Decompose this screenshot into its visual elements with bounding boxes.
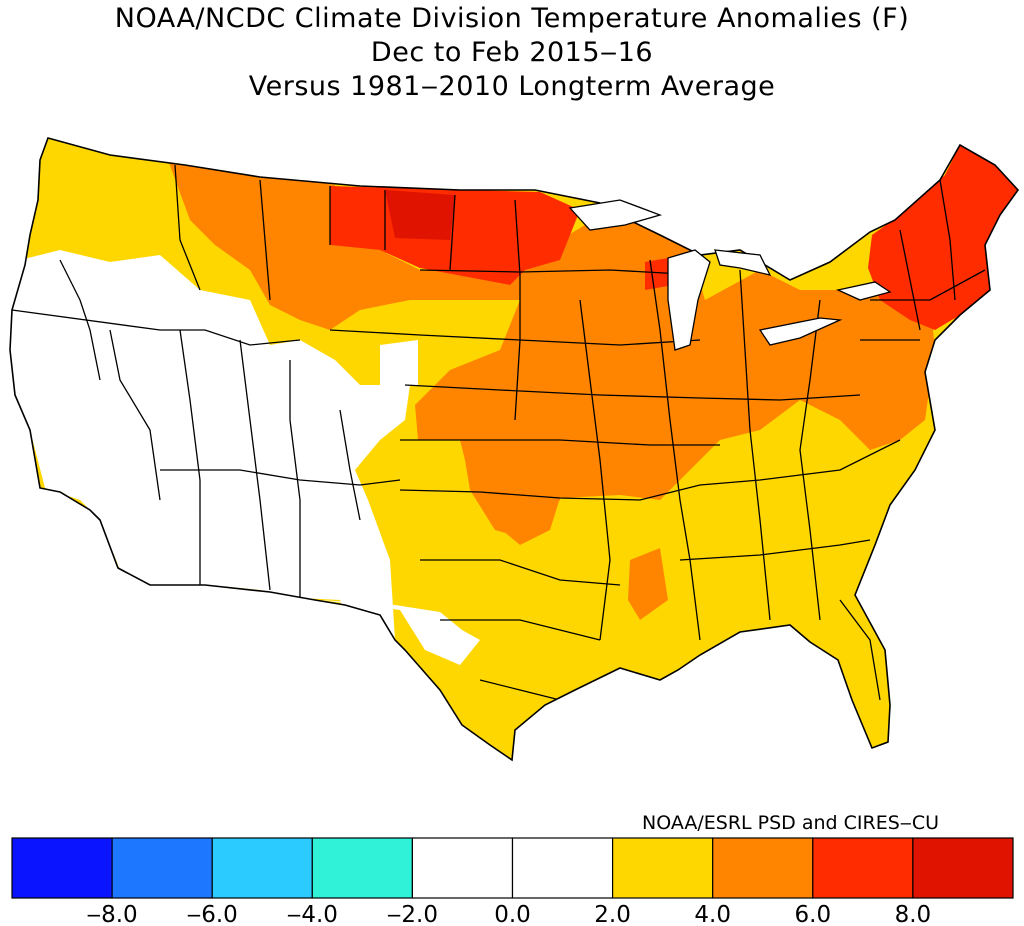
region-kansas-oklahoma-orange [460,430,560,540]
legend-box-7 [712,837,814,899]
us-climate-division-map [9,137,1020,762]
title-line-2: Dec to Feb 2015‒16 [370,37,654,68]
division-boundaries [11,164,986,701]
color-scale-legend: ‒8.0 ‒6.0 ‒4.0 ‒2.0 0.0 2.0 4.0 6.0 8.0 [11,837,1014,926]
lake-huron-north [714,249,772,276]
title-block: NOAA/NCDC Climate Division Temperature A… [0,2,1024,104]
region-north-midwest-orange [168,160,935,545]
lake-erie [758,317,843,346]
title-line-1: NOAA/NCDC Climate Division Temperature A… [114,3,910,34]
region-new-england-red [868,145,1018,330]
legend-tick-label: ‒6.0 [187,902,238,926]
legend-boxes [11,837,1014,899]
legend-tick-label: 8.0 [895,902,932,926]
region-north-dakota-deep-red [385,190,455,240]
region-wyoming-pocket [380,340,418,388]
legend-box-3 [311,837,413,899]
legend-box-2 [211,837,313,899]
legend-tick-label: 4.0 [694,902,731,926]
legend-box-9 [912,837,1014,899]
legend-box-6 [611,837,714,899]
legend-tick-label: 0.0 [494,902,531,926]
region-great-basin-southwest [10,250,410,640]
legend-tick-labels: ‒8.0 ‒6.0 ‒4.0 ‒2.0 0.0 2.0 4.0 6.0 8.0 [86,902,931,926]
lake-superior [568,199,663,231]
legend-tick-label: ‒2.0 [387,902,438,926]
region-mississippi-orange [628,548,668,620]
legend-tick-label: ‒8.0 [86,902,137,926]
legend-tick-label: 6.0 [795,902,832,926]
legend-box-4 [411,837,514,899]
legend-box-0 [11,837,113,899]
legend-box-5 [511,837,614,899]
legend-box-1 [111,837,213,899]
legend-tick-label: 2.0 [594,902,631,926]
legend-box-8 [812,837,914,899]
region-wisconsin-red [645,258,668,290]
title-line-3: Versus 1981‒2010 Longterm Average [248,71,776,102]
lake-ontario [835,281,892,301]
legend-tick-label: ‒4.0 [287,902,338,926]
region-west-texas [320,600,480,665]
lake-michigan [667,249,711,351]
credit-text: NOAA/ESRL PSD and CIRES‒CU [642,812,940,834]
